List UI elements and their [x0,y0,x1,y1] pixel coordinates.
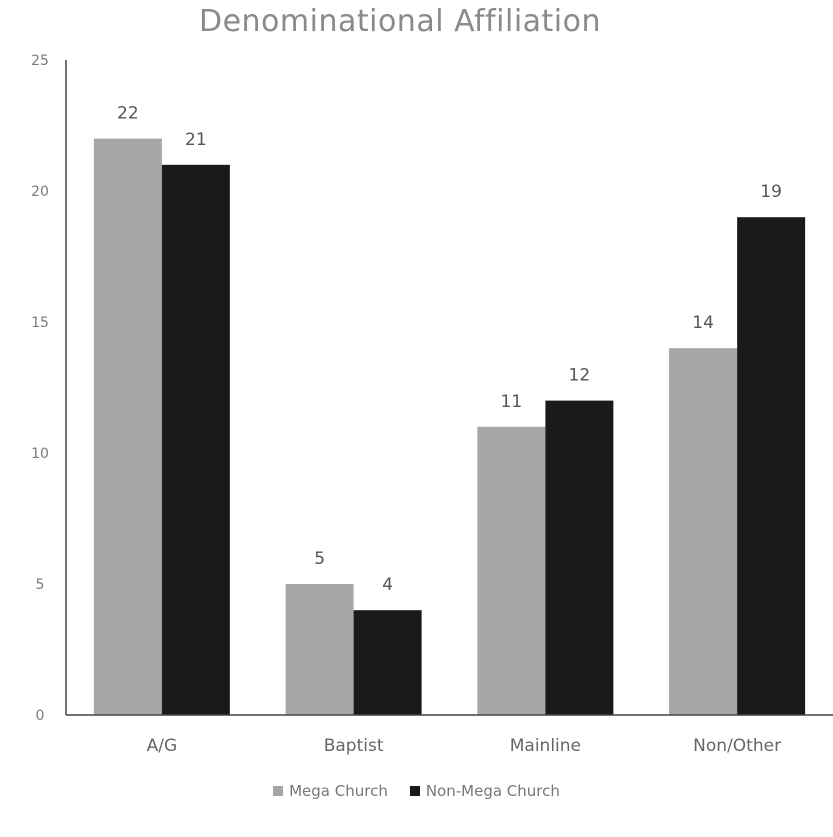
bar [161,164,230,716]
data-label: 19 [760,182,782,202]
legend-item-mega-church: Mega Church [273,782,388,800]
bar [353,610,422,715]
y-tick-label: 0 [36,708,45,724]
bar [477,426,546,715]
data-label: 22 [117,104,139,124]
bar [737,217,806,715]
x-tick-label: Baptist [324,736,384,756]
legend: Mega Church Non-Mega Church [0,782,833,800]
legend-swatch-non-mega-church [409,786,420,796]
data-label: 12 [569,366,591,386]
bar [545,400,614,715]
y-tick-label: 25 [31,53,49,69]
bar [285,584,354,715]
data-label: 14 [692,313,714,333]
chart-title: Denominational Affiliation [198,4,602,39]
y-tick-label: 5 [36,577,45,593]
y-tick-label: 20 [31,184,49,200]
x-tick-label: Mainline [510,736,581,756]
data-label: 5 [314,549,325,569]
legend-label-non-mega-church: Non-Mega Church [425,782,560,800]
y-tick-label: 10 [31,446,49,462]
y-tick-label: 15 [31,315,49,331]
bar [669,348,738,715]
data-label: 21 [185,130,207,150]
x-tick-label: Non/Other [693,736,781,756]
legend-label-mega-church: Mega Church [289,782,388,800]
data-label: 4 [382,575,393,595]
legend-item-non-mega-church: Non-Mega Church [409,782,560,800]
bar [93,138,162,716]
x-tick-label: A/G [147,736,178,756]
legend-swatch-mega-church [273,786,284,796]
data-label: 11 [501,392,523,412]
